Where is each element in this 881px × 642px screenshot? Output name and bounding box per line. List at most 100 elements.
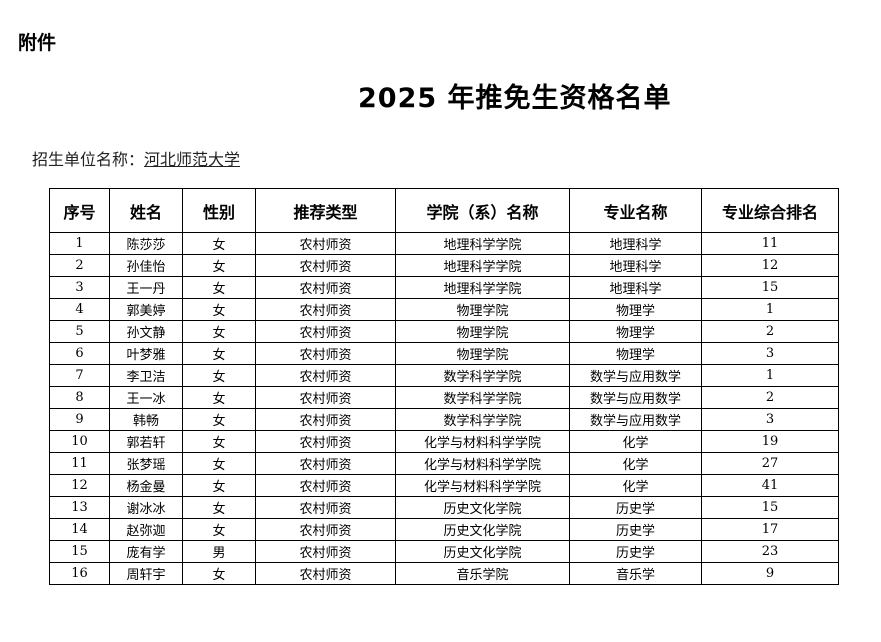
cell-col-gender: 女 — [182, 518, 256, 541]
table-row: 16 周轩宇女农村师资 音乐学院 音乐学 9 — [49, 562, 839, 585]
cell-col-gender: 男 — [182, 540, 256, 563]
cell-col-index: 10 — [49, 430, 110, 453]
cell-col-type: 农村师资 — [255, 320, 396, 343]
table-row: 14 赵弥迦女农村师资 历史文化学院 历史学 17 — [49, 518, 839, 541]
header-col-college: 学院（系）名称 — [395, 188, 570, 233]
cell-col-college: 数学科学学院 — [395, 386, 570, 409]
cell-col-type: 农村师资 — [255, 254, 396, 277]
header-col-index: 序号 — [49, 188, 110, 233]
header-col-name: 姓名 — [109, 188, 183, 233]
cell-col-rank: 1 — [701, 364, 839, 387]
cell-col-rank: 2 — [701, 386, 839, 409]
cell-col-major: 地理科学 — [569, 276, 702, 299]
cell-col-name: 孙佳怡 — [109, 254, 183, 277]
cell-col-rank: 15 — [701, 276, 839, 299]
table-header-row: 序号 姓名 性别 推荐类型 学院（系）名称 专业名称 专业综合排名 — [49, 188, 839, 233]
cell-col-rank: 23 — [701, 540, 839, 563]
cell-col-name: 郭若轩 — [109, 430, 183, 453]
cell-col-rank: 12 — [701, 254, 839, 277]
cell-col-name: 周轩宇 — [109, 562, 183, 585]
cell-col-major: 物理学 — [569, 320, 702, 343]
cell-col-gender: 女 — [182, 276, 256, 299]
cell-col-college: 历史文化学院 — [395, 540, 570, 563]
cell-col-index: 8 — [49, 386, 110, 409]
cell-col-type: 农村师资 — [255, 474, 396, 497]
cell-col-name: 庞有学 — [109, 540, 183, 563]
cell-col-index: 14 — [49, 518, 110, 541]
cell-col-gender: 女 — [182, 298, 256, 321]
cell-col-index: 1 — [49, 232, 110, 255]
page-title: 2025 年推免生资格名单 — [358, 83, 672, 114]
cell-col-college: 物理学院 — [395, 342, 570, 365]
cell-col-type: 农村师资 — [255, 408, 396, 431]
cell-col-name: 赵弥迦 — [109, 518, 183, 541]
cell-col-type: 农村师资 — [255, 298, 396, 321]
cell-col-index: 3 — [49, 276, 110, 299]
table-row: 10 郭若轩女农村师资 化学与材料科学学院 化学 19 — [49, 430, 839, 453]
cell-col-index: 13 — [49, 496, 110, 519]
cell-col-college: 地理科学学院 — [395, 232, 570, 255]
cell-col-rank: 17 — [701, 518, 839, 541]
cell-col-rank: 15 — [701, 496, 839, 519]
table-row: 9 韩畅女农村师资 数学科学学院 数学与应用数学 3 — [49, 408, 839, 431]
unit-label: 招生单位名称： — [32, 150, 145, 169]
cell-col-type: 农村师资 — [255, 342, 396, 365]
cell-col-major: 物理学 — [569, 342, 702, 365]
cell-col-rank: 19 — [701, 430, 839, 453]
table-row: 4 郭美婷女农村师资 物理学院 物理学 1 — [49, 298, 839, 321]
cell-col-type: 农村师资 — [255, 518, 396, 541]
cell-col-rank: 41 — [701, 474, 839, 497]
cell-col-rank: 1 — [701, 298, 839, 321]
table-row: 3 王一丹女农村师资 地理科学学院 地理科学 15 — [49, 276, 839, 299]
cell-col-college: 数学科学学院 — [395, 408, 570, 431]
cell-col-major: 化学 — [569, 452, 702, 475]
cell-col-major: 地理科学 — [569, 232, 702, 255]
candidate-table: 序号 姓名 性别 推荐类型 学院（系）名称 专业名称 专业综合排名 1 陈莎莎女农村师资 地理科… — [49, 188, 839, 585]
cell-col-type: 农村师资 — [255, 430, 396, 453]
cell-col-rank: 11 — [701, 232, 839, 255]
cell-col-gender: 女 — [182, 430, 256, 453]
cell-col-major: 历史学 — [569, 540, 702, 563]
cell-col-college: 化学与材料科学学院 — [395, 430, 570, 453]
cell-col-type: 农村师资 — [255, 364, 396, 387]
table-row: 1 陈莎莎女农村师资 地理科学学院 地理科学 11 — [49, 232, 839, 255]
cell-col-gender: 女 — [182, 342, 256, 365]
cell-col-college: 音乐学院 — [395, 562, 570, 585]
cell-col-college: 化学与材料科学学院 — [395, 452, 570, 475]
cell-col-gender: 女 — [182, 474, 256, 497]
cell-col-index: 7 — [49, 364, 110, 387]
cell-col-major: 物理学 — [569, 298, 702, 321]
cell-col-major: 化学 — [569, 430, 702, 453]
cell-col-index: 15 — [49, 540, 110, 563]
cell-col-major: 数学与应用数学 — [569, 408, 702, 431]
cell-col-name: 韩畅 — [109, 408, 183, 431]
cell-col-major: 数学与应用数学 — [569, 386, 702, 409]
cell-col-name: 陈莎莎 — [109, 232, 183, 255]
cell-col-gender: 女 — [182, 562, 256, 585]
cell-col-name: 郭美婷 — [109, 298, 183, 321]
header-col-gender: 性别 — [182, 188, 256, 233]
cell-col-type: 农村师资 — [255, 452, 396, 475]
cell-col-type: 农村师资 — [255, 232, 396, 255]
cell-col-college: 地理科学学院 — [395, 254, 570, 277]
table-row: 15 庞有学男农村师资 历史文化学院 历史学 23 — [49, 540, 839, 563]
table-row: 8 王一冰女农村师资 数学科学学院 数学与应用数学 2 — [49, 386, 839, 409]
cell-col-index: 6 — [49, 342, 110, 365]
cell-col-major: 化学 — [569, 474, 702, 497]
cell-col-type: 农村师资 — [255, 386, 396, 409]
cell-col-college: 历史文化学院 — [395, 496, 570, 519]
cell-col-college: 历史文化学院 — [395, 518, 570, 541]
table-row: 5 孙文静女农村师资 物理学院 物理学 2 — [49, 320, 839, 343]
cell-col-type: 农村师资 — [255, 540, 396, 563]
header-col-major: 专业名称 — [569, 188, 702, 233]
table-row: 12 杨金曼女农村师资 化学与材料科学学院 化学 41 — [49, 474, 839, 497]
cell-col-gender: 女 — [182, 254, 256, 277]
cell-col-index: 9 — [49, 408, 110, 431]
cell-col-index: 16 — [49, 562, 110, 585]
cell-col-rank: 3 — [701, 408, 839, 431]
cell-col-rank: 2 — [701, 320, 839, 343]
cell-col-rank: 9 — [701, 562, 839, 585]
cell-col-gender: 女 — [182, 386, 256, 409]
cell-col-college: 地理科学学院 — [395, 276, 570, 299]
unit-line: 招生单位名称：河北师范大学 — [32, 146, 240, 170]
